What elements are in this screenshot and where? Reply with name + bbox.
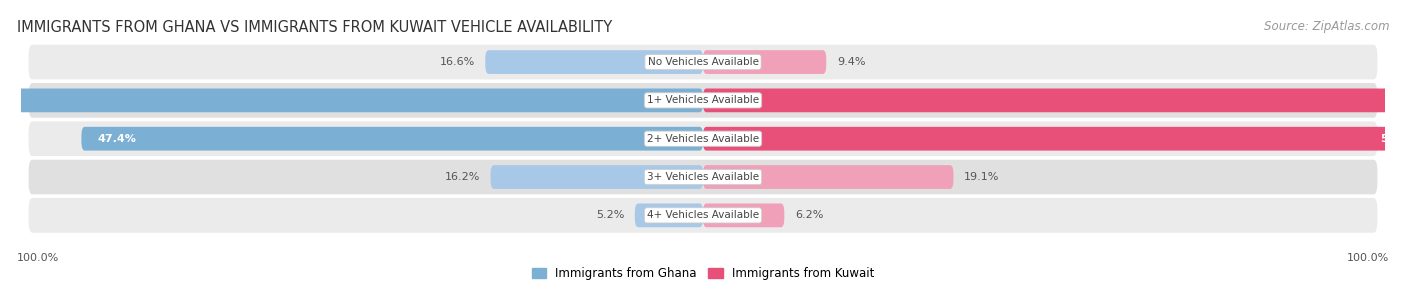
FancyBboxPatch shape [703,50,827,74]
Text: 4+ Vehicles Available: 4+ Vehicles Available [647,210,759,220]
Text: 16.2%: 16.2% [444,172,479,182]
Text: 1+ Vehicles Available: 1+ Vehicles Available [647,96,759,105]
Text: 19.1%: 19.1% [965,172,1000,182]
FancyBboxPatch shape [636,203,703,227]
FancyBboxPatch shape [703,127,1406,151]
Text: 9.4%: 9.4% [837,57,865,67]
FancyBboxPatch shape [28,159,1378,195]
Text: 16.6%: 16.6% [440,57,475,67]
Text: 55.8%: 55.8% [1381,134,1406,144]
FancyBboxPatch shape [703,88,1406,112]
FancyBboxPatch shape [28,120,1378,157]
Text: 100.0%: 100.0% [1347,253,1389,263]
FancyBboxPatch shape [703,203,785,227]
Text: Source: ZipAtlas.com: Source: ZipAtlas.com [1264,20,1389,33]
Text: 6.2%: 6.2% [794,210,823,220]
FancyBboxPatch shape [491,165,703,189]
Text: 3+ Vehicles Available: 3+ Vehicles Available [647,172,759,182]
FancyBboxPatch shape [28,44,1378,80]
FancyBboxPatch shape [28,82,1378,119]
FancyBboxPatch shape [28,197,1378,234]
Text: 100.0%: 100.0% [17,253,59,263]
FancyBboxPatch shape [485,50,703,74]
Text: No Vehicles Available: No Vehicles Available [648,57,758,67]
Text: 2+ Vehicles Available: 2+ Vehicles Available [647,134,759,144]
Text: 47.4%: 47.4% [97,134,136,144]
FancyBboxPatch shape [703,165,953,189]
FancyBboxPatch shape [82,127,703,151]
Text: IMMIGRANTS FROM GHANA VS IMMIGRANTS FROM KUWAIT VEHICLE AVAILABILITY: IMMIGRANTS FROM GHANA VS IMMIGRANTS FROM… [17,20,612,35]
FancyBboxPatch shape [0,88,703,112]
Legend: Immigrants from Ghana, Immigrants from Kuwait: Immigrants from Ghana, Immigrants from K… [531,267,875,280]
Text: 5.2%: 5.2% [596,210,624,220]
